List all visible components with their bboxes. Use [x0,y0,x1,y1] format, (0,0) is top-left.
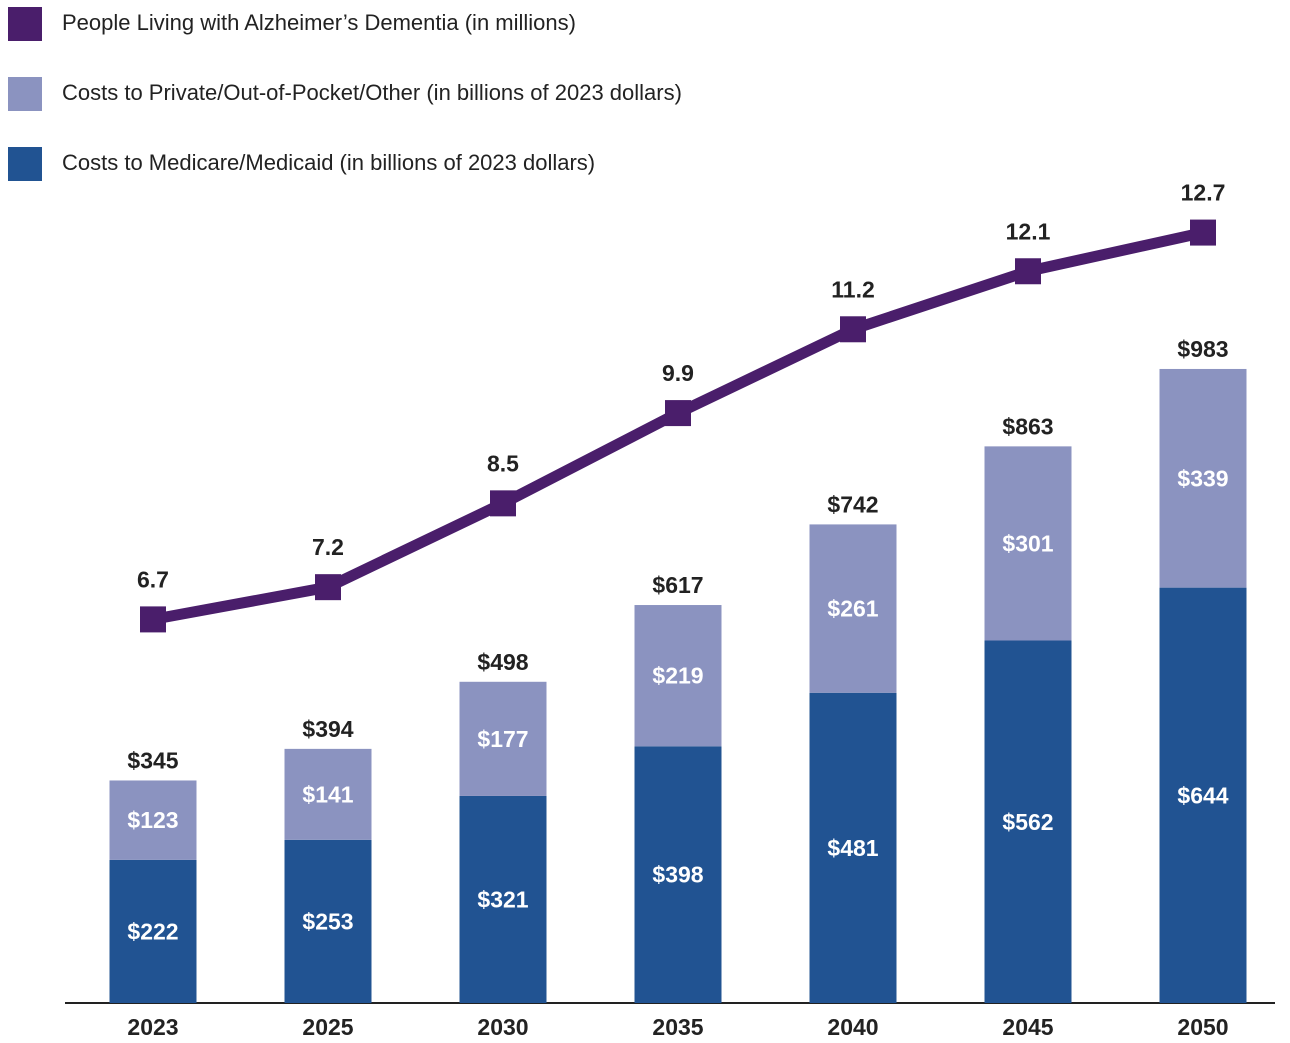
line-value-label: 12.7 [1181,180,1226,206]
x-tick-label: 2050 [1177,1014,1228,1040]
total-label: $863 [1002,413,1053,439]
total-label: $983 [1177,336,1228,362]
line-marker [315,574,341,601]
bar-segment [459,681,547,796]
bar-value-label: $261 [827,596,878,622]
legend-swatch [8,7,42,41]
legend-label: Costs to Private/Out-of-Pocket/Other (in… [62,80,682,105]
bar-segment [284,748,372,840]
bar-segment [634,605,722,747]
bar-value-label: $123 [127,807,178,833]
bar-segment [809,524,897,693]
line-marker [1015,258,1041,285]
x-tick-label: 2023 [127,1014,178,1040]
legend-swatch [8,147,42,181]
bar-value-label: $177 [477,726,528,752]
line-value-label: 9.9 [662,360,694,386]
line-value-label: 12.1 [1006,218,1051,244]
bar-segment [984,446,1072,641]
bar-segment [1159,587,1247,1003]
line-marker [840,316,866,343]
legend-label: Costs to Medicare/Medicaid (in billions … [62,150,595,175]
legend-swatch [8,77,42,111]
bar-value-label: $301 [1002,531,1053,557]
bar-value-label: $644 [1177,782,1228,808]
bar-value-label: $253 [302,908,353,934]
x-tick-label: 2025 [302,1014,353,1040]
bar-value-label: $321 [477,887,528,913]
line-marker [490,490,516,517]
bar-value-label: $222 [127,918,178,944]
bar-value-label: $219 [652,663,703,689]
bar-value-label: $562 [1002,809,1053,835]
total-label: $617 [652,572,703,598]
line-marker [1190,219,1216,246]
total-label: $394 [302,716,353,742]
line-marker [665,400,691,427]
bar-segment [284,839,372,1003]
bar-segment [634,746,722,1003]
bar-segment [1159,368,1247,588]
line-value-label: 6.7 [137,566,169,592]
bar-value-label: $141 [302,781,353,807]
bar-segment [459,795,547,1003]
x-tick-label: 2045 [1002,1014,1053,1040]
total-label: $345 [127,748,178,774]
x-tick-label: 2030 [477,1014,528,1040]
line-marker [140,606,166,633]
bar-value-label: $481 [827,835,878,861]
x-tick-label: 2040 [827,1014,878,1040]
total-label: $742 [827,491,878,517]
line-value-label: 7.2 [312,534,344,560]
bar-segment [809,692,897,1003]
bar-segment [984,640,1072,1003]
bar-segment [109,859,197,1003]
bar-value-label: $398 [652,862,703,888]
bar-value-label: $339 [1177,465,1228,491]
x-tick-label: 2035 [652,1014,703,1040]
bar-segment [109,780,197,860]
line-value-label: 11.2 [831,276,875,302]
legend-label: People Living with Alzheimer’s Dementia … [62,10,576,35]
total-label: $498 [477,649,528,675]
line-value-label: 8.5 [487,450,519,476]
